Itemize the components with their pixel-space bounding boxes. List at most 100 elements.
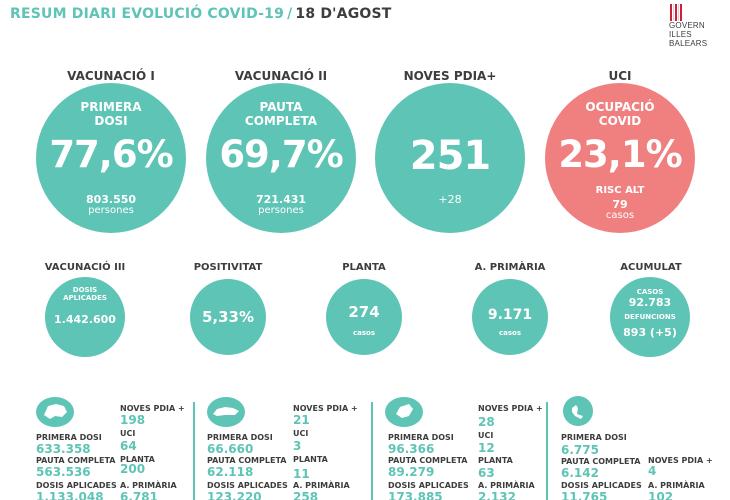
page-title: RESUM DIARI EVOLUCIÓ COVID-19/18 D'AGOST: [10, 6, 392, 22]
govern-logo: GOVERN ILLES BALEARS: [669, 4, 727, 48]
menorca-pauta-label: PAUTA COMPLETA: [207, 456, 287, 465]
uci-value: 23,1%: [558, 133, 682, 176]
acumulat-circle: CASOS 92.783 DEFUNCIONS 893 (+5): [610, 277, 690, 357]
vacunacio-2-sub1: PAUTA: [259, 100, 303, 114]
planta-value: 274: [348, 303, 380, 321]
positivitat-value: 5,33%: [201, 308, 255, 326]
vacunacio-2-title: VACUNACIÓ II: [234, 69, 328, 83]
menorca-planta-label: PLANTA: [293, 455, 328, 464]
island-divider: [371, 402, 373, 500]
eivissa-pauta-value: 89.279: [388, 465, 435, 479]
uci-title: UCI: [608, 69, 632, 83]
mallorca-dosis-label: DOSIS APLICADES: [36, 481, 117, 490]
vacunacio-3-sub2: APLICADES: [63, 294, 107, 302]
eivissa-pdia-value: 28: [478, 415, 495, 429]
acumulat-defuncions-label: DEFUNCIONS: [624, 313, 676, 321]
vacunacio-2-unit: persones: [258, 205, 304, 216]
mallorca-uci-label: UCI: [120, 429, 136, 438]
vacunacio-1-circle: PRIMERA DOSI 77,6% 803.550 persones: [36, 83, 186, 233]
mallorca-primera-label: PRIMERA DOSI: [36, 433, 102, 442]
menorca-planta-value: 11: [293, 467, 310, 481]
noves-pdia-title: NOVES PDIA+: [403, 69, 497, 83]
formentera-icon: [563, 396, 593, 430]
menorca-pauta-value: 62.118: [207, 465, 254, 479]
formentera-dosis-label: DOSIS APLICADES: [561, 481, 642, 490]
vacunacio-2-value: 69,7%: [219, 133, 343, 176]
menorca-dosis-label: DOSIS APLICADES: [207, 481, 288, 490]
title-date: 18 D'AGOST: [295, 6, 392, 22]
vacunacio-1-value: 77,6%: [49, 133, 173, 176]
vacunacio-3-value: 1.442.600: [54, 313, 116, 326]
eivissa-primera-value: 96.366: [388, 442, 435, 456]
planta-circle: 274 casos: [326, 279, 402, 355]
planta-title: PLANTA: [342, 262, 386, 273]
uci-circle: OCUPACIÓ COVID 23,1% RISC ALT 79 casos: [545, 83, 695, 233]
noves-pdia-circle: 251 +28: [375, 83, 525, 233]
vacunacio-2-sub2: COMPLETA: [244, 114, 318, 128]
acumulat-defuncions-value: 893 (+5): [623, 326, 677, 339]
vacunacio-2-circle: PAUTA COMPLETA 69,7% 721.431 persones: [206, 83, 356, 233]
menorca-uci-label: UCI: [293, 429, 309, 438]
island-divider: [193, 402, 195, 500]
a-primaria-circle: 9.171 casos: [472, 279, 548, 355]
positivitat-circle: 5,33%: [190, 279, 266, 355]
logo-line-3: BALEARS: [669, 39, 708, 48]
menorca-ap-label: A. PRIMÀRIA: [293, 481, 350, 490]
menorca-pdia-value: 21: [293, 413, 310, 427]
a-primaria-title: A. PRIMÀRIA: [474, 262, 546, 273]
formentera-pdia-label: NOVES PDIA +: [648, 456, 713, 465]
mallorca-dosis-value: 1.133.048: [36, 490, 104, 500]
uci-sub2: COVID: [598, 114, 642, 128]
mallorca-pauta-value: 563.536: [36, 465, 91, 479]
menorca-uci-value: 3: [293, 439, 302, 453]
formentera-pauta-label: PAUTA COMPLETA: [561, 457, 641, 466]
acumulat-title: ACUMULAT: [620, 262, 682, 273]
formentera-dosis-value: 11.765: [561, 490, 608, 500]
govern-logo-mark-icon: [670, 4, 682, 21]
title-text: RESUM DIARI EVOLUCIÓ COVID-19: [10, 6, 285, 22]
eivissa-icon: [385, 397, 423, 431]
vacunacio-3-sub1: DOSIS: [72, 286, 98, 294]
acumulat-casos-label: CASOS: [636, 288, 664, 296]
menorca-ap-value: 258: [293, 490, 319, 500]
eivissa-planta-value: 63: [478, 466, 495, 480]
eivissa-ap-value: 2.132: [478, 490, 516, 500]
eivissa-uci-value: 12: [478, 441, 495, 455]
formentera-ap-label: A. PRIMÀRIA: [648, 481, 705, 490]
a-primaria-unit: casos: [498, 329, 521, 337]
eivissa-dosis-value: 173.885: [388, 490, 443, 500]
eivissa-pauta-label: PAUTA COMPLETA: [388, 456, 468, 465]
formentera-pdia-value: 4: [648, 464, 657, 478]
mallorca-pauta-label: PAUTA COMPLETA: [36, 456, 116, 465]
vacunacio-3-title: VACUNACIÓ III: [44, 262, 126, 273]
formentera-primera-label: PRIMERA DOSI: [561, 433, 627, 442]
eivissa-pdia-label: NOVES PDIA +: [478, 404, 543, 413]
formentera-pauta-value: 6.142: [561, 466, 599, 480]
noves-pdia-delta: +28: [438, 193, 462, 206]
mallorca-primera-value: 633.358: [36, 442, 91, 456]
positivitat-title: POSITIVITAT: [193, 262, 263, 273]
mallorca-ap-value: 6.781: [120, 490, 158, 500]
island-divider: [546, 402, 548, 500]
uci-unit: casos: [605, 210, 635, 221]
vacunacio-1-title: VACUNACIÓ I: [67, 69, 155, 83]
mallorca-ap-label: A. PRIMÀRIA: [120, 481, 177, 490]
mallorca-planta-label: PLANTA: [120, 455, 155, 464]
logo-line-2: ILLES: [669, 30, 692, 39]
eivissa-dosis-label: DOSIS APLICADES: [388, 481, 469, 490]
acumulat-casos-value: 92.783: [628, 296, 672, 309]
vacunacio-1-count: 803.550: [85, 193, 137, 206]
uci-count: 79: [612, 198, 628, 211]
menorca-pdia-label: NOVES PDIA +: [293, 404, 358, 413]
eivissa-planta-label: PLANTA: [478, 456, 513, 465]
menorca-primera-label: PRIMERA DOSI: [207, 433, 273, 442]
mallorca-pdia-label: NOVES PDIA +: [120, 404, 185, 413]
eivissa-primera-label: PRIMERA DOSI: [388, 433, 454, 442]
uci-risk: RISC ALT: [595, 185, 645, 196]
menorca-dosis-value: 123.220: [207, 490, 262, 500]
vacunacio-1-sub1: PRIMERA: [80, 100, 142, 114]
uci-sub1: OCUPACIÓ: [585, 100, 655, 114]
formentera-primera-value: 6.775: [561, 443, 599, 457]
formentera-ap-value: 102: [648, 490, 674, 500]
mallorca-planta-value: 200: [120, 462, 146, 476]
